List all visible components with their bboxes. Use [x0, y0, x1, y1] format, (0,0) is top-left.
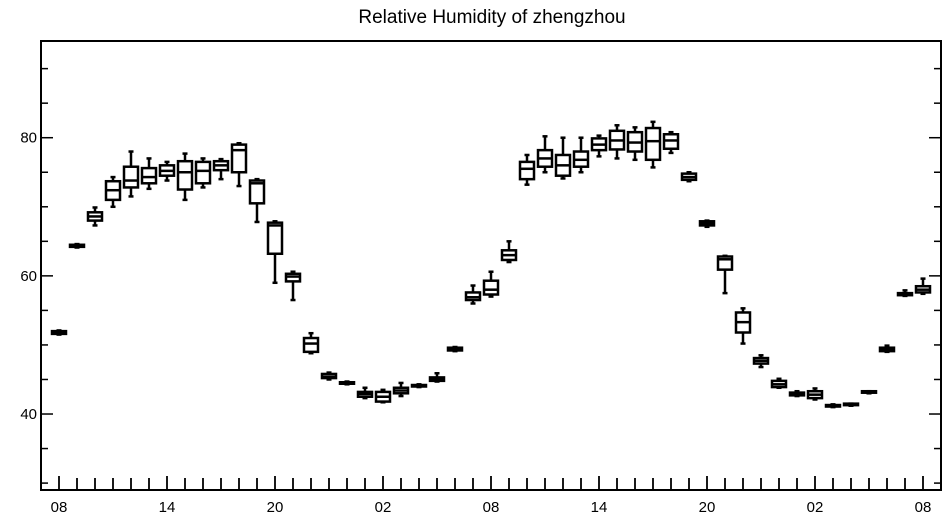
- box-21: [428, 372, 446, 383]
- box-18: [374, 388, 392, 404]
- box-22: [446, 345, 464, 353]
- box-19: [392, 381, 410, 398]
- x-tick-label: 08: [51, 499, 68, 516]
- box-8: [194, 157, 212, 189]
- box-28: [554, 136, 572, 180]
- x-tick-label: 14: [591, 499, 608, 516]
- box-11: [248, 177, 266, 224]
- box-24: [482, 270, 500, 298]
- box-48: [914, 277, 932, 296]
- box-iqr: [644, 126, 662, 162]
- box-43: [824, 403, 842, 409]
- box-iqr: [482, 279, 500, 296]
- box-33: [644, 120, 662, 169]
- box-7: [176, 152, 194, 202]
- box-31: [608, 124, 626, 160]
- box-36: [698, 219, 716, 229]
- box-iqr: [176, 159, 194, 191]
- box-34: [662, 130, 680, 155]
- box-38: [734, 307, 752, 345]
- box-3: [104, 175, 122, 209]
- y-tick-label: 80: [20, 130, 37, 147]
- box-iqr: [302, 336, 320, 354]
- box-9: [212, 157, 230, 181]
- y-tick-label: 40: [20, 406, 37, 423]
- box-iqr: [230, 143, 248, 174]
- box-10: [230, 141, 248, 188]
- box-6: [158, 160, 176, 182]
- box-23: [464, 284, 482, 305]
- box-17: [356, 386, 374, 400]
- box-2: [86, 206, 104, 227]
- box-37: [716, 254, 734, 295]
- box-5: [140, 157, 158, 191]
- box-47: [896, 289, 914, 298]
- box-41: [788, 389, 806, 398]
- x-tick-label: 08: [483, 499, 500, 516]
- x-tick-label: 20: [699, 499, 716, 516]
- x-tick-label: 20: [267, 499, 284, 516]
- box-25: [500, 240, 518, 264]
- x-tick-label: 08: [915, 499, 932, 516]
- box-iqr: [194, 160, 212, 185]
- box-32: [626, 126, 644, 162]
- box-16: [338, 380, 356, 386]
- x-axis: 08 14 20 02 08 14 20 02 08: [51, 476, 932, 516]
- box-12: [266, 220, 284, 285]
- box-iqr: [122, 165, 140, 189]
- box-0: [50, 329, 68, 336]
- box-iqr: [266, 221, 284, 256]
- box-46: [878, 344, 896, 354]
- box-27: [536, 135, 554, 174]
- y-axis: 40 60 80: [20, 67, 941, 484]
- box-20: [410, 383, 428, 389]
- box-30: [590, 134, 608, 158]
- box-15: [320, 371, 338, 381]
- box-39: [752, 354, 770, 369]
- box-35: [680, 170, 698, 183]
- box-1: [68, 242, 86, 249]
- box-40: [770, 377, 788, 390]
- x-tick-label: 02: [375, 499, 392, 516]
- box-iqr: [518, 160, 536, 181]
- plot-frame: [40, 40, 942, 491]
- box-45: [860, 389, 878, 395]
- x-tick-label: 02: [807, 499, 824, 516]
- box-26: [518, 153, 536, 186]
- box-iqr: [140, 166, 158, 185]
- y-tick-label: 60: [20, 268, 37, 285]
- chart-title: Relative Humidity of zhengzhou: [358, 7, 625, 28]
- box-42: [806, 387, 824, 401]
- box-4: [122, 150, 140, 198]
- box-13: [284, 270, 302, 302]
- box-14: [302, 331, 320, 355]
- box-44: [842, 402, 860, 407]
- box-series: [50, 120, 932, 409]
- box-iqr: [248, 179, 266, 205]
- box-29: [572, 136, 590, 174]
- x-tick-label: 14: [159, 499, 176, 516]
